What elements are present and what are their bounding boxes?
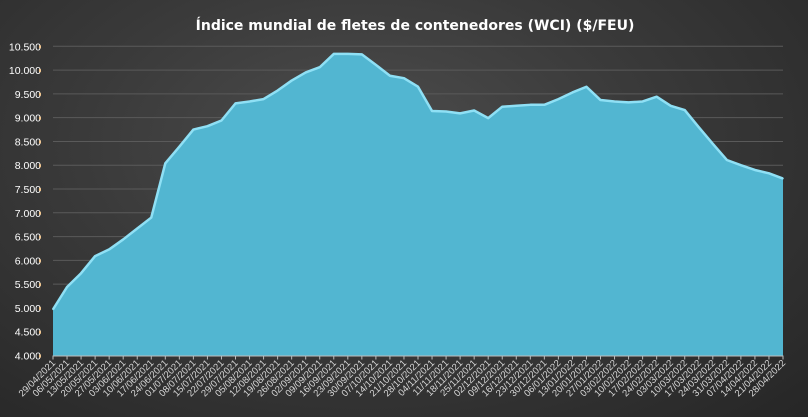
y-tick-label: 4.500 (15, 327, 41, 339)
data-point (431, 110, 433, 112)
y-tick-marker (39, 164, 41, 168)
y-tick-label: 7.500 (15, 184, 41, 196)
data-point (613, 100, 616, 103)
y-tick-marker (39, 116, 41, 120)
data-point (164, 162, 167, 165)
y-tick-marker (39, 69, 41, 73)
data-point (515, 104, 518, 107)
y-tick-label: 10.500 (9, 41, 41, 53)
data-point (403, 77, 405, 79)
data-point (220, 119, 223, 122)
data-point (501, 105, 504, 108)
y-tick-marker (39, 45, 41, 49)
data-point (52, 308, 54, 311)
y-tick-marker (39, 354, 41, 358)
data-point (206, 125, 209, 128)
data-point (150, 216, 153, 219)
data-point (122, 238, 124, 241)
data-point (80, 272, 82, 275)
data-point (66, 286, 68, 288)
data-point (487, 117, 489, 119)
y-tick-label: 5.000 (15, 303, 41, 315)
data-point (557, 98, 560, 100)
data-point (599, 99, 602, 101)
data-point (740, 164, 742, 167)
data-point (417, 85, 419, 88)
y-tick-label: 8.000 (15, 160, 41, 172)
data-point (192, 128, 195, 131)
data-point (318, 66, 321, 69)
data-point (641, 100, 644, 103)
y-tick-label: 7.000 (15, 208, 41, 220)
y-tick-label: 9.500 (15, 89, 41, 101)
y-tick-marker (39, 140, 41, 144)
data-point (304, 71, 307, 74)
data-point (669, 104, 672, 107)
data-point (248, 100, 251, 103)
data-point (782, 177, 784, 180)
data-point (178, 145, 181, 148)
data-point (94, 255, 96, 257)
y-tick-label: 9.000 (15, 113, 41, 125)
data-point (389, 74, 391, 77)
y-tick-marker (39, 283, 41, 287)
y-tick-marker (39, 92, 41, 96)
y-tick-marker (39, 306, 41, 310)
data-point (697, 126, 700, 128)
data-point (332, 53, 335, 55)
chart-title: Índice mundial de fletes de contenedores… (196, 17, 635, 34)
data-point (290, 79, 293, 82)
y-tick-label: 5.500 (15, 279, 41, 291)
y-tick-label: 10.000 (9, 65, 41, 77)
y-tick-marker (39, 188, 41, 192)
data-point (445, 110, 447, 113)
y-tick-marker (39, 330, 41, 334)
data-point (571, 91, 574, 94)
data-point (361, 53, 363, 56)
y-tick-label: 6.500 (15, 232, 41, 244)
data-point (136, 227, 139, 230)
data-point (585, 85, 588, 88)
y-tick-marker (39, 259, 41, 263)
data-point (262, 98, 265, 100)
data-point (712, 143, 714, 145)
data-point (375, 64, 377, 66)
data-point (347, 53, 349, 55)
data-point (655, 95, 658, 98)
data-point (276, 89, 279, 92)
data-point (108, 248, 110, 251)
y-tick-label: 4.000 (15, 351, 41, 363)
area-fill (53, 53, 783, 356)
data-point (754, 169, 756, 171)
data-point (627, 101, 630, 104)
data-point (543, 104, 546, 106)
data-point (683, 109, 686, 111)
data-point (473, 109, 475, 112)
data-point (459, 112, 461, 115)
data-point (529, 104, 532, 106)
y-tick-marker (39, 211, 41, 215)
y-tick-label: 8.500 (15, 136, 41, 148)
data-point (768, 172, 770, 175)
y-tick-label: 6.000 (15, 255, 41, 267)
data-point (726, 159, 728, 161)
y-tick-marker (39, 235, 41, 239)
data-point (234, 102, 237, 105)
